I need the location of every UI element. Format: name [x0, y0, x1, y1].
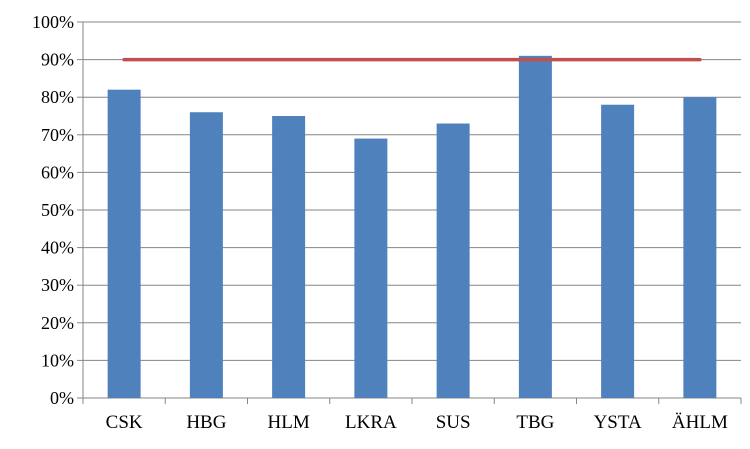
- y-tick-label: 60%: [41, 162, 74, 182]
- x-axis-category-labels: CSK HBG HLM LKRA SUS TBG YSTA ÄHLM: [106, 412, 728, 433]
- bar-hbg: [189, 112, 223, 399]
- y-tick-label: 70%: [41, 125, 74, 145]
- bar-sus: [436, 123, 470, 399]
- axes: [77, 21, 742, 404]
- y-tick-label: 0%: [50, 388, 74, 408]
- x-category-label: HBG: [186, 412, 226, 433]
- bar-ählm: [683, 97, 717, 398]
- x-category-label: SUS: [436, 412, 471, 433]
- y-tick-label: 30%: [41, 275, 74, 295]
- bar-tbg: [518, 55, 552, 399]
- x-category-label: LKRA: [345, 412, 397, 433]
- y-tick-label: 90%: [41, 50, 74, 70]
- y-tick-label: 40%: [41, 238, 74, 258]
- bar-csk: [107, 89, 141, 399]
- y-tick-label: 20%: [41, 313, 74, 333]
- gridlines: [83, 21, 741, 361]
- x-category-label: HLM: [268, 412, 310, 433]
- y-tick-label: 100%: [32, 12, 74, 32]
- x-category-label: ÄHLM: [672, 412, 728, 433]
- bar-hlm: [272, 116, 306, 398]
- y-tick-label: 10%: [41, 350, 74, 370]
- x-category-label: YSTA: [594, 412, 642, 433]
- x-category-label: TBG: [516, 412, 554, 433]
- bar-lkra: [354, 138, 388, 398]
- y-tick-label: 80%: [41, 87, 74, 107]
- y-tick-label: 50%: [41, 200, 74, 220]
- bar-series: [107, 55, 717, 399]
- y-axis-tick-labels: 0% 10% 20% 30% 40% 50% 60% 70% 80% 90% 100%: [32, 12, 74, 408]
- bar-ysta: [601, 104, 635, 398]
- x-category-label: CSK: [106, 412, 143, 433]
